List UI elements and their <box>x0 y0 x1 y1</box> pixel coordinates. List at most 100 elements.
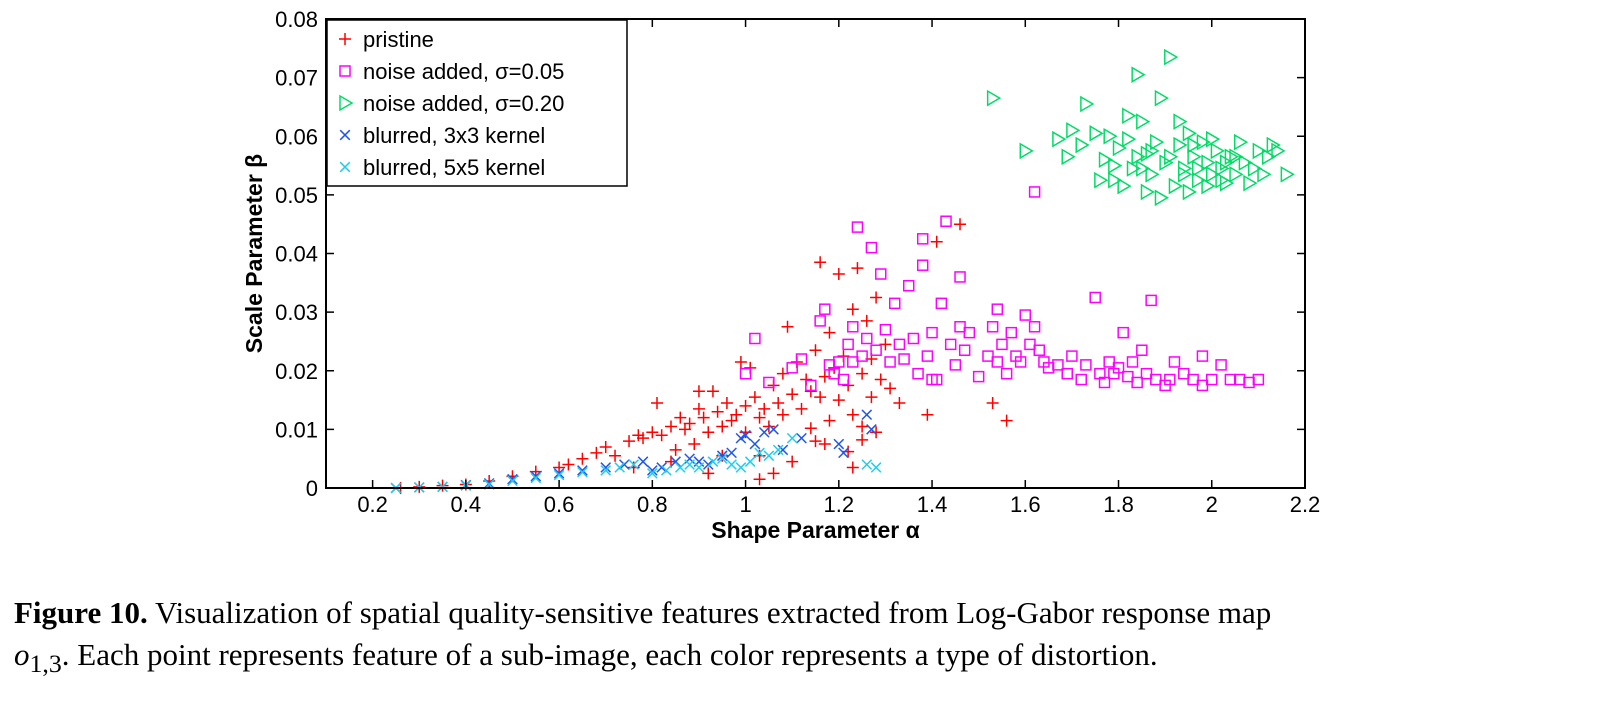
data-point <box>1019 142 1034 160</box>
data-point <box>781 320 794 333</box>
data-point <box>1229 148 1244 166</box>
data-point <box>1201 177 1216 195</box>
data-point <box>991 303 1004 315</box>
data-point <box>1192 160 1207 177</box>
data-point <box>1014 356 1027 368</box>
data-point <box>1108 157 1123 174</box>
legend-marker <box>339 65 351 77</box>
data-point <box>1145 166 1160 183</box>
data-point <box>577 466 588 478</box>
data-point <box>1122 370 1134 383</box>
data-point <box>930 235 943 248</box>
data-point <box>1164 373 1176 386</box>
data-point <box>851 262 864 275</box>
data-point <box>1098 151 1114 169</box>
data-point <box>846 303 859 316</box>
data-point <box>832 394 845 407</box>
data-point <box>1075 373 1087 386</box>
data-point <box>935 297 948 310</box>
data-point <box>647 465 658 476</box>
data-point <box>1206 166 1221 183</box>
data-point <box>870 462 882 473</box>
data-point <box>865 391 878 404</box>
data-point <box>530 472 542 484</box>
y-axis-label: Scale Parameter β <box>241 154 267 353</box>
axis-ticks: 0.2 0.4 0.6 0.8 1 1.2 1.4 1.6 1.8 2 2.2 0 0.01 0.02 0.… <box>275 7 1320 517</box>
data-point <box>809 344 822 357</box>
x-tick-label: 1.6 <box>1010 492 1041 517</box>
data-point <box>758 402 771 415</box>
data-point <box>814 315 826 327</box>
data-point <box>749 332 761 345</box>
data-point <box>707 456 719 467</box>
data-point <box>1266 136 1281 154</box>
data-point <box>1061 148 1076 166</box>
data-point <box>1094 171 1109 189</box>
x-tick-label: 2 <box>1206 492 1218 517</box>
data-point <box>804 422 817 435</box>
data-point <box>646 426 659 439</box>
data-point <box>1164 148 1179 166</box>
data-point <box>577 465 588 476</box>
data-point <box>851 221 864 233</box>
data-point <box>1108 171 1123 189</box>
data-point <box>809 435 822 448</box>
data-point <box>739 399 752 412</box>
data-point <box>1257 166 1272 183</box>
series-1 <box>739 186 1265 392</box>
data-point <box>1066 122 1081 139</box>
data-point <box>1154 189 1169 207</box>
data-point <box>1196 133 1211 151</box>
data-point <box>991 356 1004 368</box>
data-point <box>861 332 873 345</box>
data-point <box>1122 107 1137 125</box>
data-point <box>861 409 873 421</box>
data-point <box>1247 160 1263 177</box>
data-point <box>1145 294 1157 307</box>
data-point <box>753 473 766 486</box>
data-point <box>753 411 766 424</box>
data-point <box>716 453 728 465</box>
data-point <box>996 338 1008 351</box>
data-point <box>823 414 836 427</box>
data-point <box>907 332 920 345</box>
data-point <box>1024 338 1036 351</box>
data-point <box>865 241 878 254</box>
data-point <box>748 391 761 404</box>
data-point <box>1196 379 1209 392</box>
data-point <box>1089 125 1104 142</box>
data-point <box>530 470 542 482</box>
data-point <box>1201 154 1216 171</box>
data-point <box>1150 373 1162 386</box>
x-tick-label: 1 <box>739 492 751 517</box>
data-point <box>763 450 775 462</box>
caption-text-1: Visualization of spatial quality-sensiti… <box>147 595 1272 630</box>
data-point <box>1206 130 1221 148</box>
data-point <box>833 438 845 450</box>
data-point <box>1210 142 1225 160</box>
data-point <box>664 420 677 433</box>
data-point <box>870 344 882 356</box>
data-point <box>954 321 966 333</box>
data-point <box>916 233 929 245</box>
data-point <box>772 396 785 409</box>
series-4 <box>390 432 882 494</box>
data-point <box>1173 136 1188 154</box>
data-point <box>702 426 715 439</box>
y-tick-label: 0.07 <box>275 66 318 91</box>
data-point <box>553 468 565 479</box>
data-point <box>776 408 789 421</box>
caption-line-2: o1,3. Each point represents feature of a… <box>14 634 1614 685</box>
legend-box <box>326 19 628 187</box>
data-point <box>670 456 681 467</box>
data-point <box>683 417 696 430</box>
data-point <box>562 458 575 471</box>
data-point <box>600 465 612 476</box>
data-point <box>753 449 766 462</box>
data-point <box>1140 367 1153 380</box>
data-point <box>823 326 836 339</box>
x-tick-label: 1.2 <box>824 492 855 517</box>
x-tick-label: 2.2 <box>1290 492 1321 517</box>
data-point <box>795 353 808 365</box>
data-point <box>1215 160 1230 177</box>
